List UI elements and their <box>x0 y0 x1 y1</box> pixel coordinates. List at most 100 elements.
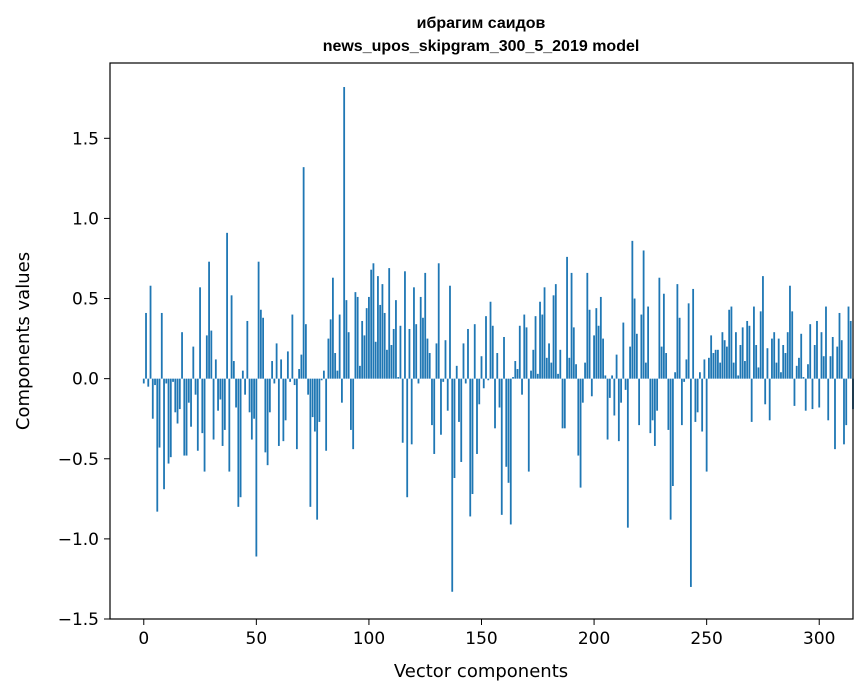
bar-66 <box>291 314 294 379</box>
bar-114 <box>399 325 402 379</box>
bar-153 <box>487 378 490 381</box>
bar-271 <box>753 306 755 379</box>
bar-238 <box>678 317 681 379</box>
bar-298 <box>813 345 816 379</box>
bar-190 <box>570 272 573 379</box>
bar-235 <box>671 378 674 486</box>
bar-46 <box>246 320 249 379</box>
bar-103 <box>374 341 377 379</box>
bar-248 <box>701 378 704 432</box>
bar-134 <box>444 340 447 379</box>
bar-181 <box>550 362 553 379</box>
bar-113 <box>397 377 400 379</box>
bar-158 <box>498 378 501 408</box>
bar-283 <box>780 372 782 379</box>
bar-303 <box>825 306 827 379</box>
bar-11 <box>167 378 170 464</box>
bar-64 <box>286 351 289 379</box>
bar-21 <box>190 378 192 427</box>
bar-99 <box>365 308 368 379</box>
bar-223 <box>644 362 647 379</box>
bar-145 <box>469 378 472 517</box>
bar-18 <box>183 378 186 456</box>
bar-297 <box>811 378 814 410</box>
x-tick-label: 0 <box>138 629 149 649</box>
bar-80 <box>322 370 325 379</box>
bar-5 <box>154 378 156 386</box>
bar-40 <box>232 361 235 379</box>
bar-19 <box>185 378 188 456</box>
bar-198 <box>588 309 591 379</box>
bar-122 <box>417 378 420 384</box>
bar-29 <box>208 261 210 379</box>
bar-0 <box>142 378 145 384</box>
bar-191 <box>572 327 575 379</box>
bar-34 <box>219 378 222 400</box>
bar-76 <box>313 378 316 432</box>
bar-86 <box>336 370 339 379</box>
bar-178 <box>543 287 546 379</box>
bar-227 <box>653 378 656 446</box>
bar-221 <box>640 314 643 379</box>
bar-224 <box>647 306 650 379</box>
bar-130 <box>435 343 438 379</box>
bar-25 <box>199 287 201 379</box>
bar-9 <box>163 378 165 490</box>
bar-308 <box>836 346 839 379</box>
bar-97 <box>361 320 364 379</box>
bar-112 <box>395 300 397 379</box>
bar-169 <box>523 314 526 379</box>
bar-2 <box>147 378 150 387</box>
bar-124 <box>422 317 424 379</box>
bar-65 <box>289 378 292 382</box>
x-tick-label: 200 <box>578 629 610 649</box>
bar-207 <box>608 378 611 398</box>
bar-177 <box>541 314 544 379</box>
bar-284 <box>782 345 785 379</box>
chart-title-line1: ибрагим саидов <box>417 15 546 32</box>
bar-262 <box>732 362 735 379</box>
bar-48 <box>250 378 253 440</box>
bar-256 <box>719 362 722 379</box>
bar-195 <box>581 378 584 403</box>
bar-119 <box>410 378 413 445</box>
bar-55 <box>266 378 269 466</box>
bar-168 <box>521 378 523 395</box>
bar-288 <box>791 311 794 379</box>
bar-89 <box>343 87 346 379</box>
bar-107 <box>383 312 386 379</box>
bar-148 <box>476 378 478 454</box>
bar-186 <box>561 378 564 429</box>
bar-42 <box>237 378 240 507</box>
bar-239 <box>680 378 683 426</box>
bar-304 <box>827 378 830 421</box>
bar-229 <box>658 277 661 379</box>
bar-88 <box>341 378 343 403</box>
bar-110 <box>390 345 393 379</box>
bar-245 <box>694 378 697 422</box>
bar-59 <box>275 343 278 379</box>
bar-109 <box>388 268 391 379</box>
bar-264 <box>737 375 740 379</box>
bar-128 <box>431 378 433 426</box>
bar-213 <box>622 322 625 379</box>
bar-296 <box>809 324 812 379</box>
bar-176 <box>539 301 541 379</box>
bar-4 <box>151 378 154 419</box>
bar-236 <box>674 372 677 379</box>
bar-91 <box>347 332 350 379</box>
bar-75 <box>311 378 314 418</box>
bar-203 <box>599 296 602 379</box>
bar-138 <box>453 378 456 478</box>
bar-129 <box>433 378 436 454</box>
bar-8 <box>160 312 163 379</box>
bar-133 <box>442 378 445 382</box>
bar-15 <box>176 378 179 424</box>
bar-188 <box>566 256 568 379</box>
bar-267 <box>744 361 746 379</box>
bar-276 <box>764 378 767 405</box>
bar-212 <box>620 378 622 403</box>
bar-84 <box>332 277 334 379</box>
